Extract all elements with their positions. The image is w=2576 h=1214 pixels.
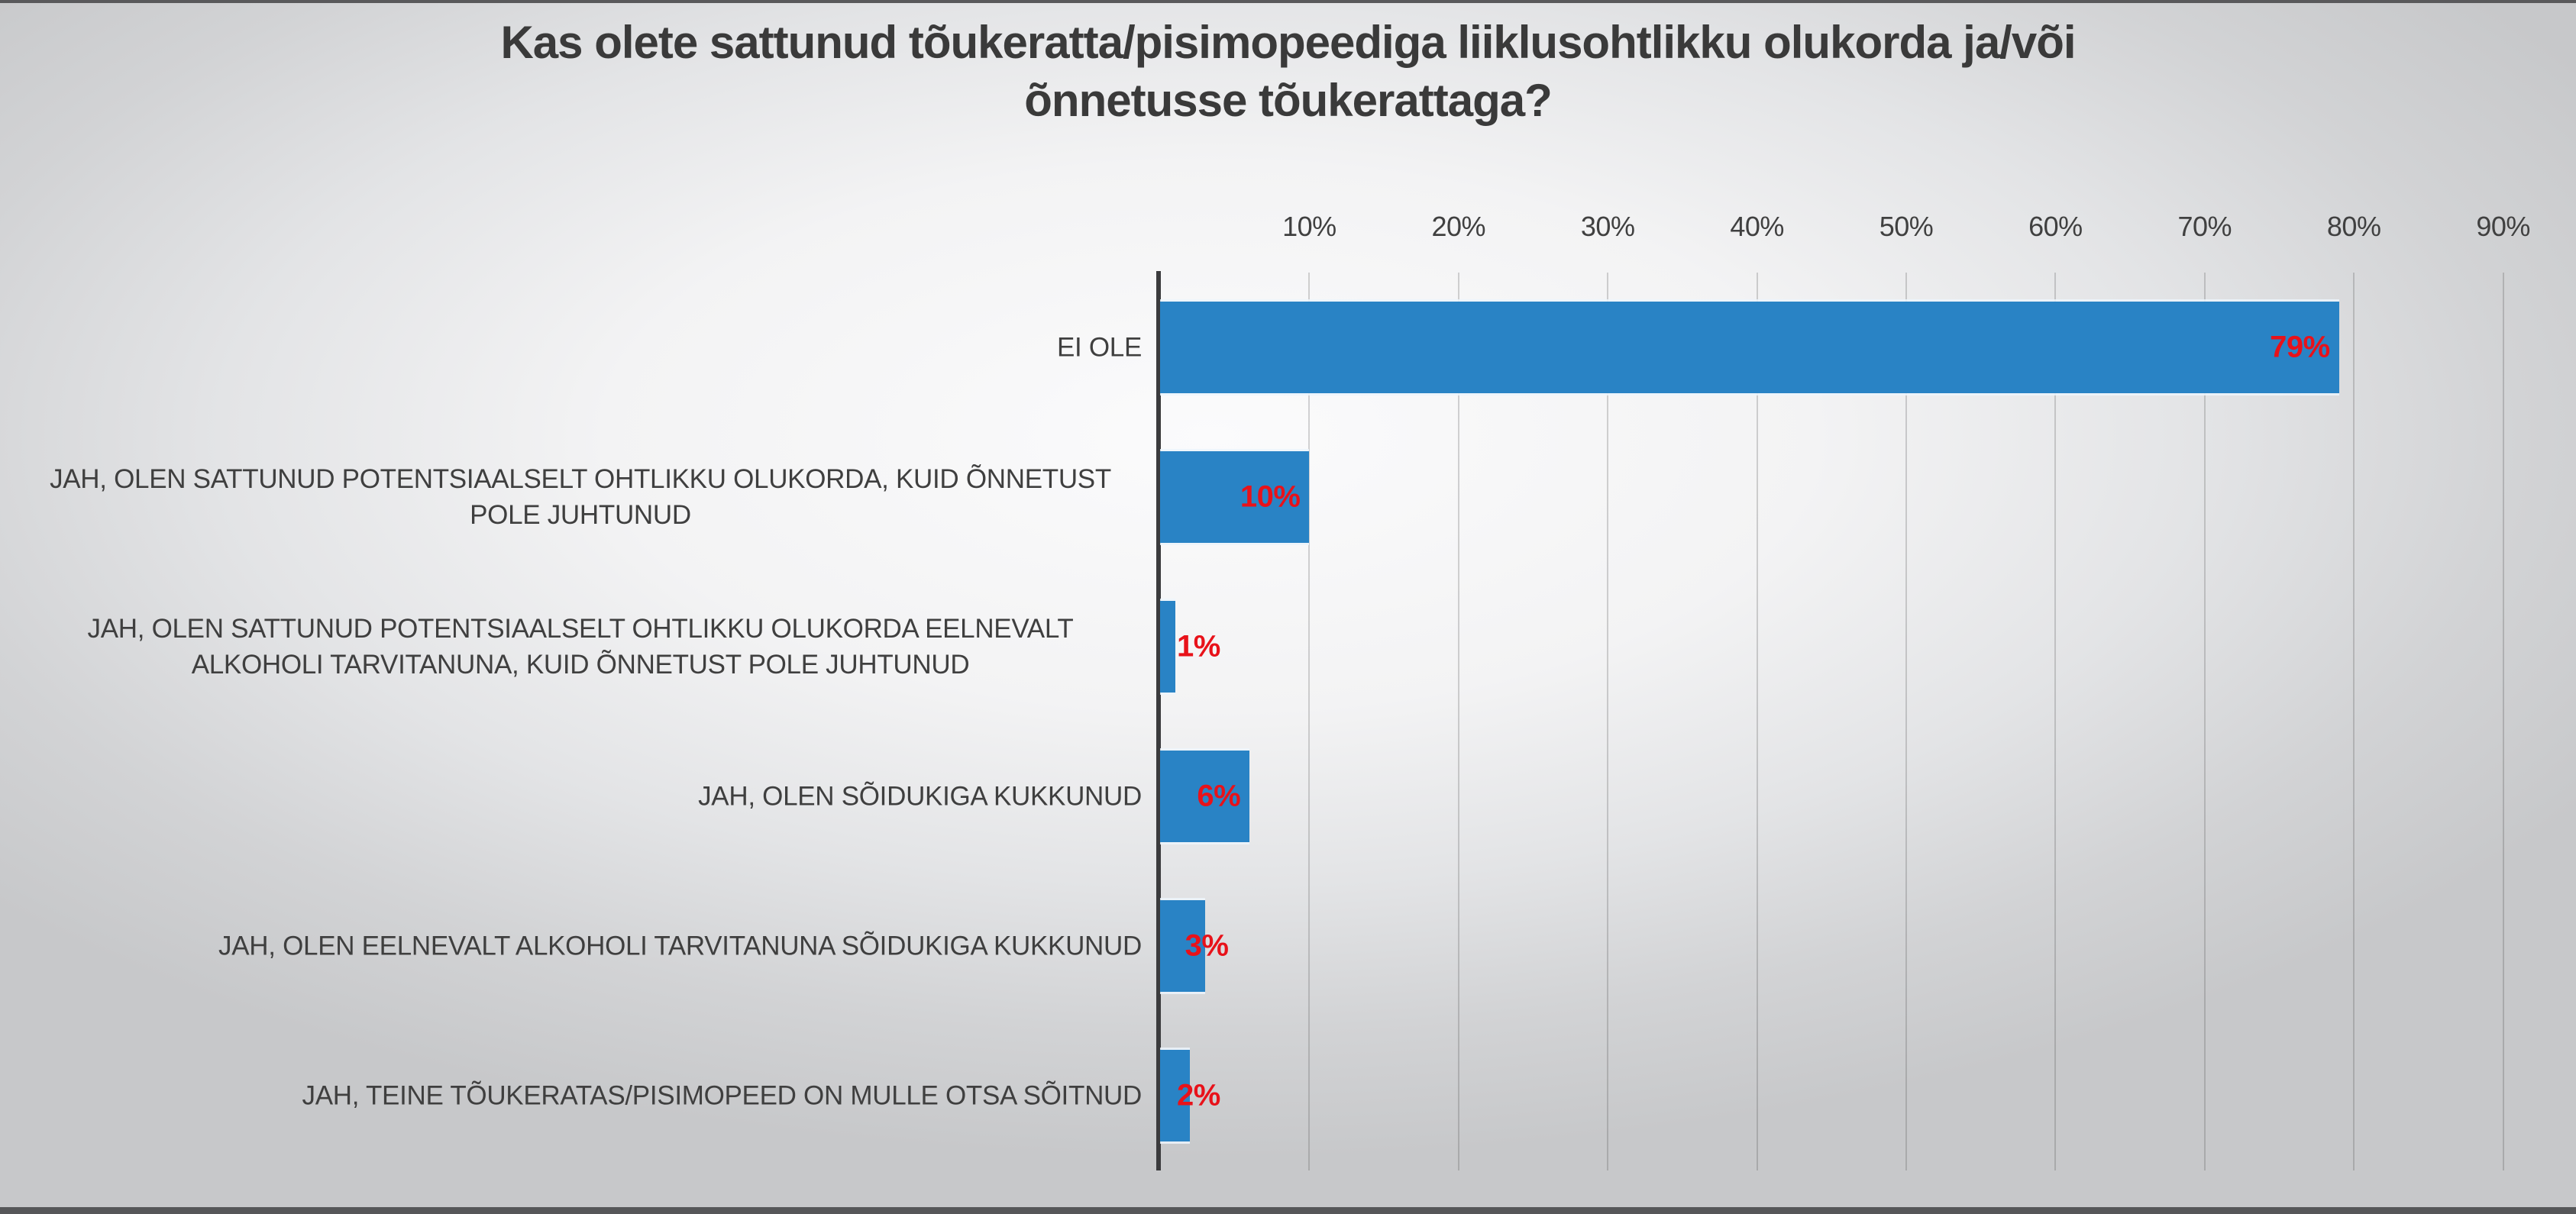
x-axis-tick-label: 10% <box>1282 211 1336 242</box>
category-label: JAH, OLEN SÕIDUKIGA KUKKUNUD <box>698 781 1142 812</box>
category-label: JAH, TEINE TÕUKERATAS/PISIMOPEED ON MULL… <box>302 1080 1143 1111</box>
category-axis-line <box>1156 271 1161 1170</box>
bar <box>1160 1050 1191 1141</box>
x-axis-tick-label: 70% <box>2177 211 2232 242</box>
bar <box>1160 302 2339 393</box>
vertical-gridline <box>2054 273 2057 1170</box>
chart-title: Kas olete sattunud tõukeratta/pisimopeed… <box>0 14 2576 130</box>
bar-value-label: 1% <box>1177 629 1220 664</box>
bar-value-label: 10% <box>1240 479 1301 514</box>
x-axis-tick-label: 90% <box>2476 211 2530 242</box>
bar <box>1160 451 1310 543</box>
bar-value-label: 3% <box>1185 928 1229 963</box>
category-label: EI OLE <box>1056 332 1142 363</box>
x-axis-tick-label: 20% <box>1431 211 1486 242</box>
x-axis-tick-label: 80% <box>2326 211 2381 242</box>
bar <box>1160 601 1175 693</box>
bar <box>1160 751 1250 842</box>
x-axis-tick-label: 30% <box>1580 211 1635 242</box>
bar <box>1160 900 1205 992</box>
x-axis-tick-label: 40% <box>1730 211 1784 242</box>
vertical-gridline <box>2203 273 2206 1170</box>
bar-value-label: 79% <box>2270 330 2330 364</box>
category-label: JAH, OLEN SATTUNUD POTENTSIAALSELT OHTLI… <box>50 464 1111 530</box>
x-axis-tick-label: 60% <box>2028 211 2083 242</box>
x-axis-tick-label: 50% <box>1879 211 1934 242</box>
vertical-gridline <box>1457 273 1459 1170</box>
bar-value-label: 2% <box>1177 1078 1220 1112</box>
vertical-gridline <box>1308 273 1311 1170</box>
chart-title-line1: Kas olete sattunud tõukeratta/pisimopeed… <box>500 17 2076 68</box>
chart-title-line2: õnnetusse tõukerattaga? <box>1024 75 1552 126</box>
vertical-gridline <box>1905 273 1907 1170</box>
vertical-gridline <box>2353 273 2355 1170</box>
vertical-gridline <box>1607 273 1609 1170</box>
vertical-gridline <box>1756 273 1758 1170</box>
category-label: JAH, OLEN EELNEVALT ALKOHOLI TARVITANUNA… <box>218 931 1142 961</box>
bar-value-label: 6% <box>1197 779 1241 813</box>
category-label: JAH, OLEN SATTUNUD POTENTSIAALSELT OHTLI… <box>87 614 1074 680</box>
vertical-gridline <box>2502 273 2504 1170</box>
